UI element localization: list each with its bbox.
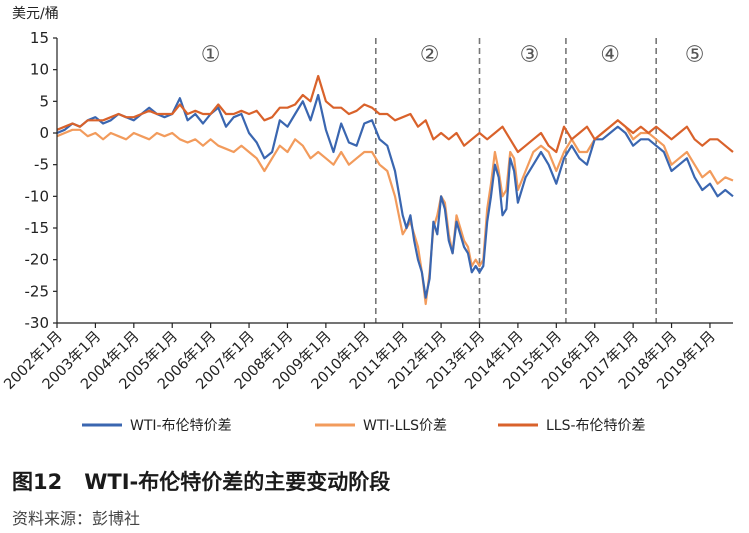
legend-label-2: WTI-LLS价差 [363,418,447,434]
phase-label-4: ④ [600,42,620,67]
phase-labels: ① ② ③ ④ ⑤ [201,42,705,67]
axes [53,37,733,328]
phase-label-3: ③ [520,42,540,67]
y-tick-label: 0 [39,124,49,142]
y-tick-label: -5 [34,156,49,174]
y-tick-label: 10 [30,61,49,79]
y-tick-label: -25 [25,282,50,300]
legend: WTI-布伦特价差 WTI-LLS价差 LLS-布伦特价差 [82,418,646,434]
phase-label-2: ② [420,42,440,67]
y-tick-label: -20 [25,251,50,269]
phase-label-5: ⑤ [685,42,705,67]
y-tick-labels: 15 10 5 0 -5 -10 -15 -20 -25 -30 [25,29,50,332]
figure-number: 图12 [12,470,63,494]
y-tick-label: 5 [39,92,49,110]
y-tick-label: -15 [25,219,50,237]
figure-caption: 图12 WTI-布伦特价差的主要变动阶段 [12,466,390,496]
y-tick-label: -10 [25,187,50,205]
figure-source: 资料来源：彭博社 [12,509,141,528]
series-line-2 [56,119,734,306]
series-line-1 [56,93,734,299]
y-tick-label: -30 [25,314,50,332]
series-layer [56,74,734,306]
legend-label-3: LLS-布伦特价差 [546,418,646,434]
y-tick-label: 15 [30,29,49,47]
phase-boundaries [374,38,657,323]
line-chart: 美元/桶 ① ② ③ ④ ⑤ 15 10 5 0 -5 -10 -15 -20 -25 -30 2002年… [1,6,734,434]
figure-title: WTI-布伦特价差的主要变动阶段 [84,470,391,494]
phase-label-1: ① [201,42,221,67]
x-tick-labels: 2002年1月2003年1月2004年1月2005年1月2006年1月2007年… [1,328,719,393]
y-axis-label: 美元/桶 [12,6,59,22]
legend-label-1: WTI-布伦特价差 [130,418,232,434]
series-line-3 [56,74,734,154]
